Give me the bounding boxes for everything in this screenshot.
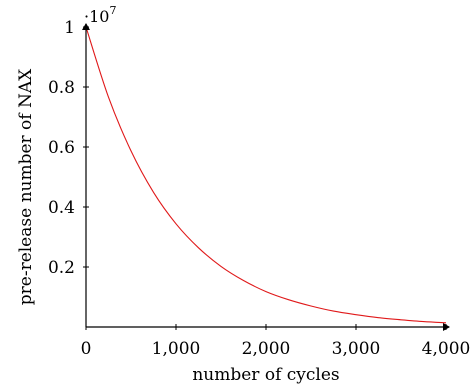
y-axis-multiplier: ·107 <box>84 4 116 26</box>
y-multiplier-base: ·10 <box>84 7 109 26</box>
y-tick-label: 0.4 <box>48 198 75 218</box>
y-tick-label: 0.8 <box>48 78 75 98</box>
x-tick-label: 3,000 <box>332 339 381 359</box>
y-multiplier-exponent: 7 <box>109 4 116 17</box>
x-tick-label: 0 <box>81 339 92 359</box>
series-line <box>85 26 447 324</box>
ticks: 0 1,000 2,000 3,000 4,000 0.2 0.4 0.6 0.8 1 <box>48 18 470 359</box>
x-tick-label: 1,000 <box>152 339 201 359</box>
plot-area <box>85 26 447 324</box>
y-tick-label: 0.2 <box>48 258 75 278</box>
axes <box>82 23 450 331</box>
y-axis-title: pre-release number of NAX <box>16 68 36 305</box>
y-tick-label: 1 <box>64 18 75 38</box>
y-tick-label: 0.6 <box>48 138 75 158</box>
x-axis-title: number of cycles <box>192 365 339 385</box>
x-tick-label: 4,000 <box>422 339 471 359</box>
x-tick-label: 2,000 <box>242 339 291 359</box>
